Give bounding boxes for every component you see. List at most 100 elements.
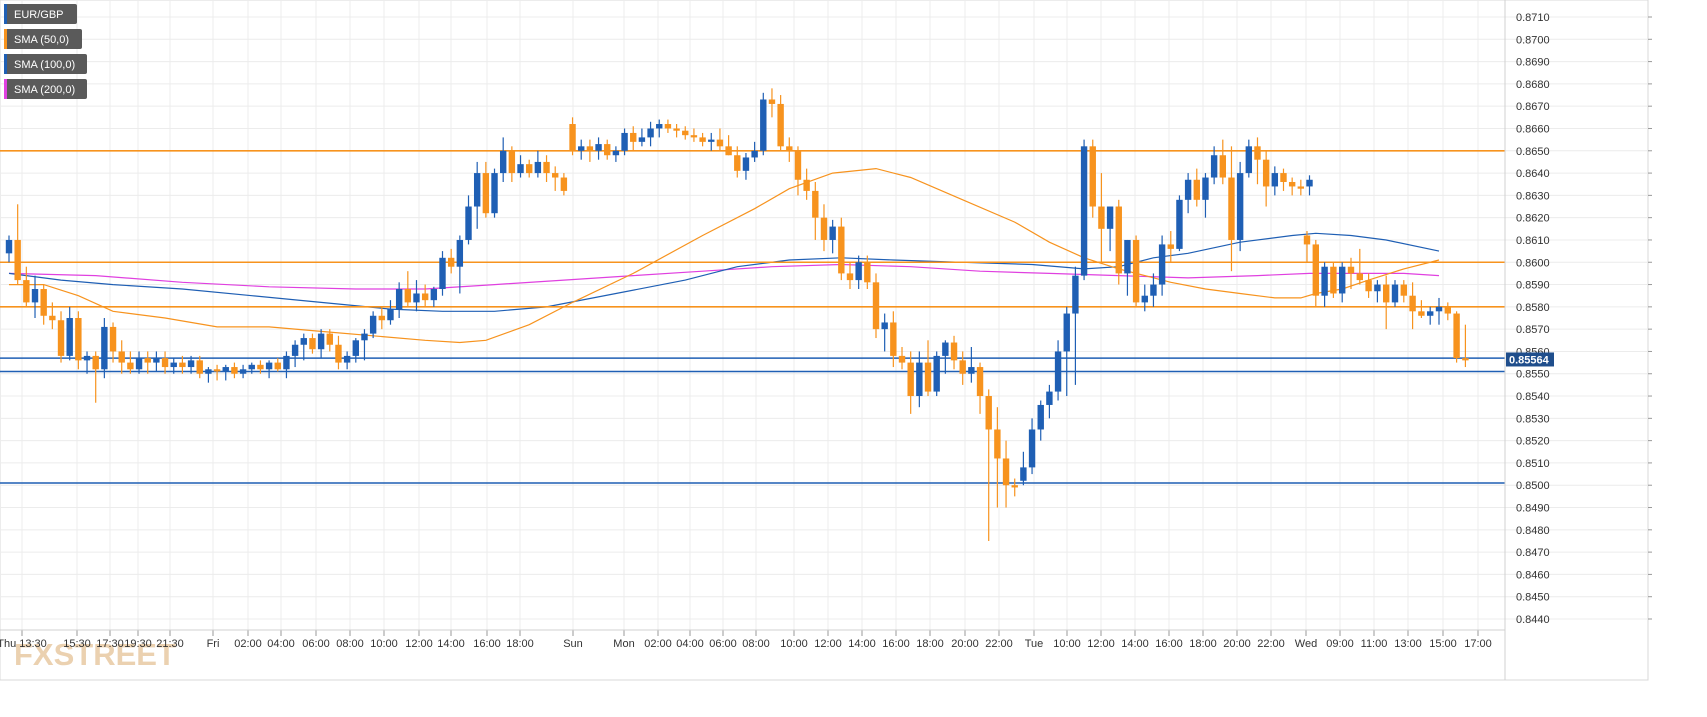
candle-body [92, 355, 99, 370]
candle-body [66, 318, 73, 356]
candle-body [5, 239, 13, 254]
candle-body [482, 173, 490, 214]
candles [5, 88, 1469, 541]
candle-body [1236, 173, 1244, 240]
candle-body [1193, 179, 1200, 200]
y-tick-label: 0.8490 [1516, 503, 1550, 515]
candle-body [213, 369, 221, 372]
candle-body [1210, 155, 1218, 178]
candle-body [924, 362, 932, 392]
candle-body [647, 128, 654, 138]
y-tick-label: 0.8500 [1516, 480, 1550, 492]
candle-body [760, 99, 767, 151]
legend-item[interactable] [4, 29, 82, 49]
legend-label: SMA (100,0) [14, 59, 75, 71]
candle-body [846, 273, 854, 281]
candle-body [829, 226, 836, 240]
candle-body [638, 137, 646, 142]
sma-200-line [8, 263, 1440, 290]
candle-body [517, 164, 524, 174]
candle-body [708, 139, 715, 142]
candle-body [1374, 284, 1381, 292]
y-tick-label: 0.8580 [1516, 302, 1550, 314]
x-tick-label: 08:00 [742, 638, 770, 650]
legend-item[interactable] [4, 79, 87, 99]
candle-body [1141, 295, 1148, 303]
x-tick-label: 19:30 [124, 638, 152, 650]
y-tick-label: 0.8700 [1516, 34, 1550, 46]
candle-body [933, 355, 940, 392]
candle-body [395, 289, 403, 310]
y-tick-label: 0.8470 [1516, 547, 1550, 559]
legend-item[interactable] [4, 4, 77, 24]
candle-body [1347, 266, 1355, 274]
candle-body [1330, 266, 1337, 294]
y-tick-label: 0.8550 [1516, 369, 1550, 381]
x-tick-label: 06:00 [302, 638, 330, 650]
candle-body [300, 338, 307, 345]
candle-body [1297, 186, 1305, 189]
candle-body [1418, 311, 1425, 316]
y-tick-label: 0.8450 [1516, 592, 1550, 604]
candle-body [361, 333, 368, 341]
candle-body [768, 99, 776, 104]
candle-body [14, 239, 21, 281]
candle-body [179, 362, 186, 368]
candle-body [586, 146, 594, 151]
candle-body [881, 322, 888, 330]
x-tick-label: 17:30 [96, 638, 124, 650]
candle-body [283, 355, 290, 370]
y-tick-label: 0.8630 [1516, 190, 1550, 202]
candle-body [907, 362, 914, 397]
legend-item[interactable] [4, 54, 87, 74]
candle-body [1167, 244, 1174, 249]
candle-body [560, 177, 568, 191]
candle-body [309, 338, 316, 350]
candle-body [1356, 273, 1363, 281]
candle-body [23, 280, 30, 303]
candle-body [75, 318, 82, 361]
candle-body [57, 320, 65, 356]
candle-body [595, 144, 602, 151]
candle-body [49, 315, 56, 321]
candle-body [291, 344, 299, 356]
candle-body [803, 179, 810, 191]
candle-body [1028, 429, 1036, 468]
candle-body [473, 173, 481, 207]
candle-body [1400, 284, 1407, 296]
candle-body [1288, 181, 1296, 187]
candle-body [413, 293, 420, 303]
x-tick-label: 18:00 [506, 638, 534, 650]
candle-body [794, 150, 802, 180]
candle-body [1002, 458, 1010, 486]
x-tick-label: 10:00 [1053, 638, 1081, 650]
candle-body [994, 429, 1001, 459]
candle-body [1383, 284, 1390, 303]
x-tick-label: 16:00 [1155, 638, 1183, 650]
horizontal-levels [0, 149, 1505, 484]
candle-body [872, 282, 880, 330]
x-tick-label: 15:30 [63, 638, 91, 650]
legend-label: EUR/GBP [14, 9, 64, 21]
y-tick-label: 0.8670 [1516, 101, 1550, 113]
candle-body [196, 360, 203, 374]
x-tick-label: 09:00 [1326, 638, 1354, 650]
candle-body [1391, 284, 1399, 303]
candle-body [1435, 306, 1443, 312]
last-price-marker: 0.85564 [1506, 352, 1554, 367]
candle-body [439, 257, 446, 290]
y-tick-label: 0.8650 [1516, 146, 1550, 158]
x-tick-label: 21:30 [156, 638, 184, 650]
sma-lines [8, 167, 1440, 344]
candle-body [1409, 295, 1416, 312]
candle-body [664, 124, 672, 129]
candle-body [231, 367, 238, 374]
candle-body [274, 362, 281, 370]
candle-body [257, 364, 264, 370]
candle-body [127, 362, 134, 370]
y-tick-label: 0.8680 [1516, 79, 1550, 91]
candle-body [985, 396, 992, 430]
x-tick-label: 16:00 [473, 638, 501, 650]
candle-body [153, 358, 160, 363]
